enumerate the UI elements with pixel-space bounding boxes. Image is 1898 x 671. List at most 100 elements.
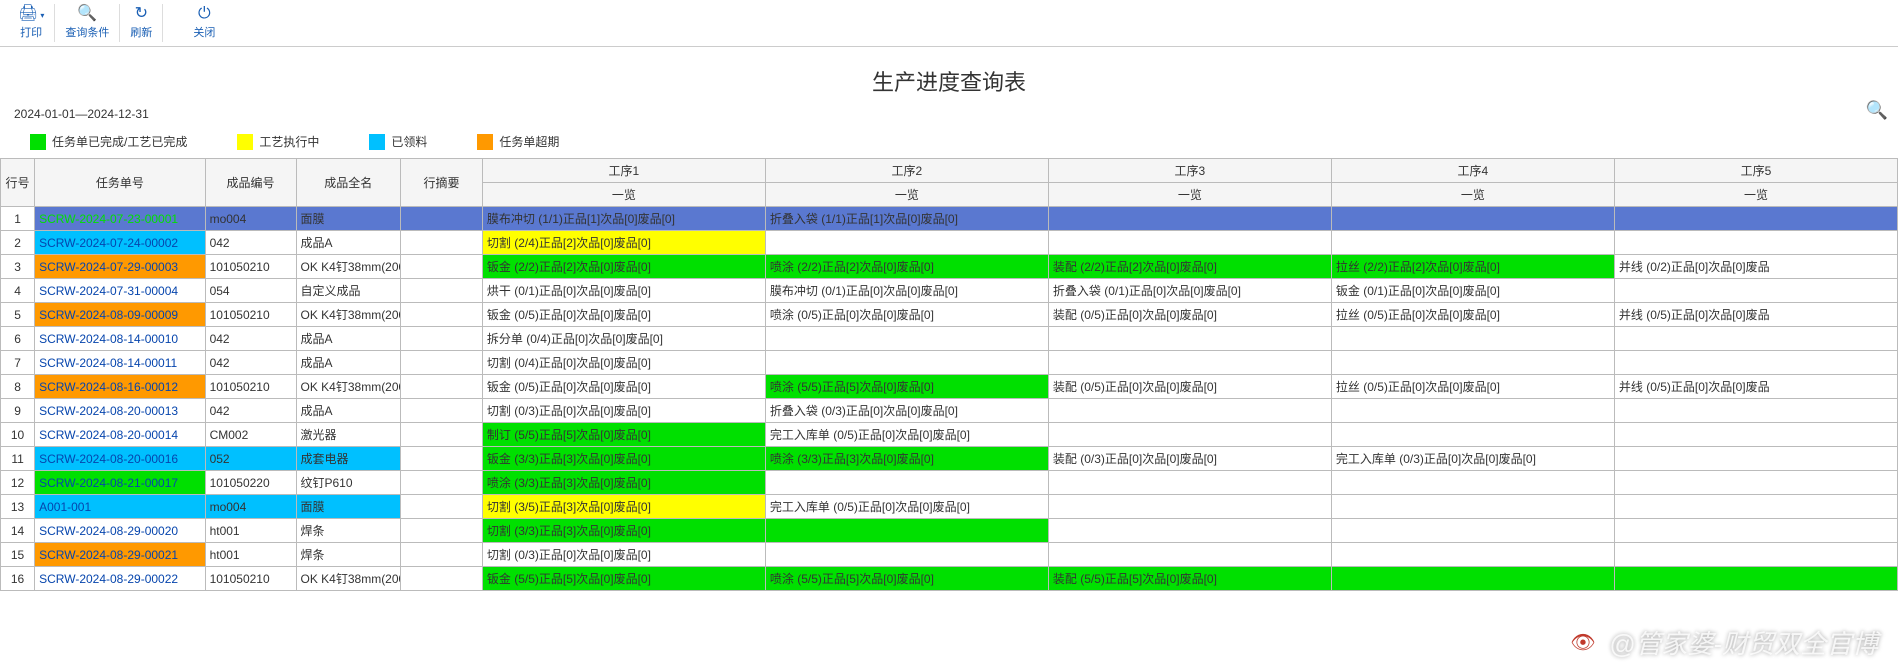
cell-step4: 拉丝 (0/5)正品[0]次品[0]废品[0] [1331,303,1614,327]
legend-swatch [30,134,46,150]
col-step3[interactable]: 工序3 [1048,159,1331,183]
cell-step1: 切割 (2/4)正品[2]次品[0]废品[0] [482,231,765,255]
cell-step5 [1614,423,1897,447]
cell-task: SCRW-2024-08-20-00013 [35,399,205,423]
refresh-button[interactable]: ↻ 刷新 [120,4,163,42]
cell-step1: 切割 (0/3)正品[0]次品[0]废品[0] [482,543,765,567]
table-row[interactable]: 6SCRW-2024-08-14-00010042成品A拆分单 (0/4)正品[… [1,327,1898,351]
col-step4[interactable]: 工序4 [1331,159,1614,183]
col-step3-sub[interactable]: 一览 [1048,183,1331,207]
task-link[interactable]: SCRW-2024-07-31-00004 [39,284,178,298]
task-link[interactable]: SCRW-2024-08-14-00010 [39,332,178,346]
cell-prodname: 成品A [296,327,401,351]
cell-step2 [765,543,1048,567]
task-link[interactable]: SCRW-2024-08-21-00017 [39,476,178,490]
col-step4-sub[interactable]: 一览 [1331,183,1614,207]
col-step1-sub[interactable]: 一览 [482,183,765,207]
col-step5[interactable]: 工序5 [1614,159,1897,183]
cell-rownum: 6 [1,327,35,351]
cell-prodcode: mo004 [205,495,296,519]
cell-step1: 烘干 (0/1)正品[0]次品[0]废品[0] [482,279,765,303]
table-row[interactable]: 13A001-001mo004面膜切割 (3/5)正品[3]次品[0]废品[0]… [1,495,1898,519]
search-corner-icon[interactable]: 🔍 [1866,100,1888,121]
task-link[interactable]: SCRW-2024-08-20-00014 [39,428,178,442]
table-row[interactable]: 16SCRW-2024-08-29-00022101050210OK K4钉38… [1,567,1898,591]
table-row[interactable]: 7SCRW-2024-08-14-00011042成品A切割 (0/4)正品[0… [1,351,1898,375]
col-rownum[interactable]: 行号 [1,159,35,207]
col-step1[interactable]: 工序1 [482,159,765,183]
col-prodname[interactable]: 成品全名 [296,159,401,207]
cell-prodcode: ht001 [205,519,296,543]
task-link[interactable]: SCRW-2024-08-14-00011 [39,356,177,370]
cell-prodname: 成品A [296,399,401,423]
cell-step5 [1614,351,1897,375]
table-row[interactable]: 9SCRW-2024-08-20-00013042成品A切割 (0/3)正品[0… [1,399,1898,423]
power-icon: ⏻ [198,6,211,22]
cell-task: SCRW-2024-07-24-00002 [35,231,205,255]
task-link[interactable]: SCRW-2024-08-16-00012 [39,380,178,394]
cell-task: SCRW-2024-07-23-00001 [35,207,205,231]
print-icon: 🖨▾ [18,6,44,22]
table-header: 行号 任务单号 成品编号 成品全名 行摘要 工序1 工序2 工序3 工序4 工序… [1,159,1898,207]
table-row[interactable]: 10SCRW-2024-08-20-00014CM002激光器制订 (5/5)正… [1,423,1898,447]
watermark: 👁 @管家婆-财贸双全官博 [1565,624,1878,661]
col-step2-sub[interactable]: 一览 [765,183,1048,207]
table-row[interactable]: 11SCRW-2024-08-20-00016052成套电器钣金 (3/3)正品… [1,447,1898,471]
task-link[interactable]: SCRW-2024-08-29-00021 [39,548,178,562]
cell-step5 [1614,279,1897,303]
cell-prodcode: CM002 [205,423,296,447]
legend: 任务单已完成/工艺已完成工艺执行中已领料任务单超期 [0,125,1898,158]
cell-step2 [765,471,1048,495]
cell-prodname: 面膜 [296,207,401,231]
task-link[interactable]: SCRW-2024-08-09-00009 [39,308,178,322]
table-row[interactable]: 3SCRW-2024-07-29-00003101050210OK K4钉38m… [1,255,1898,279]
cell-summary [401,543,483,567]
col-step2[interactable]: 工序2 [765,159,1048,183]
cell-prodname: OK K4钉38mm(2000) [296,255,401,279]
query-button[interactable]: 🔍 查询条件 [55,4,120,42]
cell-step1: 钣金 (0/5)正品[0]次品[0]废品[0] [482,303,765,327]
table-row[interactable]: 12SCRW-2024-08-21-00017101050220纹钉P610喷涂… [1,471,1898,495]
table-row[interactable]: 1SCRW-2024-07-23-00001mo004面膜膜布冲切 (1/1)正… [1,207,1898,231]
progress-table: 行号 任务单号 成品编号 成品全名 行摘要 工序1 工序2 工序3 工序4 工序… [0,158,1898,591]
cell-summary [401,399,483,423]
cell-step4 [1331,207,1614,231]
task-link[interactable]: SCRW-2024-08-29-00022 [39,572,178,586]
cell-step2: 完工入库单 (0/5)正品[0]次品[0]废品[0] [765,423,1048,447]
cell-prodcode: 042 [205,399,296,423]
col-summary[interactable]: 行摘要 [401,159,483,207]
close-button[interactable]: ⏻ 关闭 [183,4,225,42]
task-link[interactable]: SCRW-2024-07-23-00001 [39,212,178,226]
task-link[interactable]: A001-001 [39,500,91,514]
col-task[interactable]: 任务单号 [35,159,205,207]
cell-step3: 折叠入袋 (0/1)正品[0]次品[0]废品[0] [1048,279,1331,303]
cell-step3: 装配 (0/3)正品[0]次品[0]废品[0] [1048,447,1331,471]
cell-rownum: 13 [1,495,35,519]
cell-step2 [765,327,1048,351]
task-link[interactable]: SCRW-2024-07-29-00003 [39,260,178,274]
legend-label: 已领料 [391,133,427,150]
task-link[interactable]: SCRW-2024-07-24-00002 [39,236,178,250]
table-row[interactable]: 8SCRW-2024-08-16-00012101050210OK K4钉38m… [1,375,1898,399]
cell-step3 [1048,399,1331,423]
task-link[interactable]: SCRW-2024-08-20-00013 [39,404,178,418]
cell-prodcode: 042 [205,351,296,375]
table-row[interactable]: 4SCRW-2024-07-31-00004054自定义成品烘干 (0/1)正品… [1,279,1898,303]
table-row[interactable]: 2SCRW-2024-07-24-00002042成品A切割 (2/4)正品[2… [1,231,1898,255]
print-button[interactable]: 🖨▾ 打印 [8,4,55,42]
table-row[interactable]: 14SCRW-2024-08-29-00020ht001焊条切割 (3/3)正品… [1,519,1898,543]
cell-step1: 拆分单 (0/4)正品[0]次品[0]废品[0] [482,327,765,351]
cell-step3: 装配 (0/5)正品[0]次品[0]废品[0] [1048,375,1331,399]
toolbar: 🖨▾ 打印 🔍 查询条件 ↻ 刷新 ⏻ 关闭 [0,0,1898,47]
cell-step4 [1331,423,1614,447]
task-link[interactable]: SCRW-2024-08-20-00016 [39,452,178,466]
col-step5-sub[interactable]: 一览 [1614,183,1897,207]
cell-step2: 喷涂 (0/5)正品[0]次品[0]废品[0] [765,303,1048,327]
legend-swatch [477,134,493,150]
col-prodcode[interactable]: 成品编号 [205,159,296,207]
cell-step4 [1331,399,1614,423]
task-link[interactable]: SCRW-2024-08-29-00020 [39,524,178,538]
cell-summary [401,327,483,351]
table-row[interactable]: 15SCRW-2024-08-29-00021ht001焊条切割 (0/3)正品… [1,543,1898,567]
table-row[interactable]: 5SCRW-2024-08-09-00009101050210OK K4钉38m… [1,303,1898,327]
